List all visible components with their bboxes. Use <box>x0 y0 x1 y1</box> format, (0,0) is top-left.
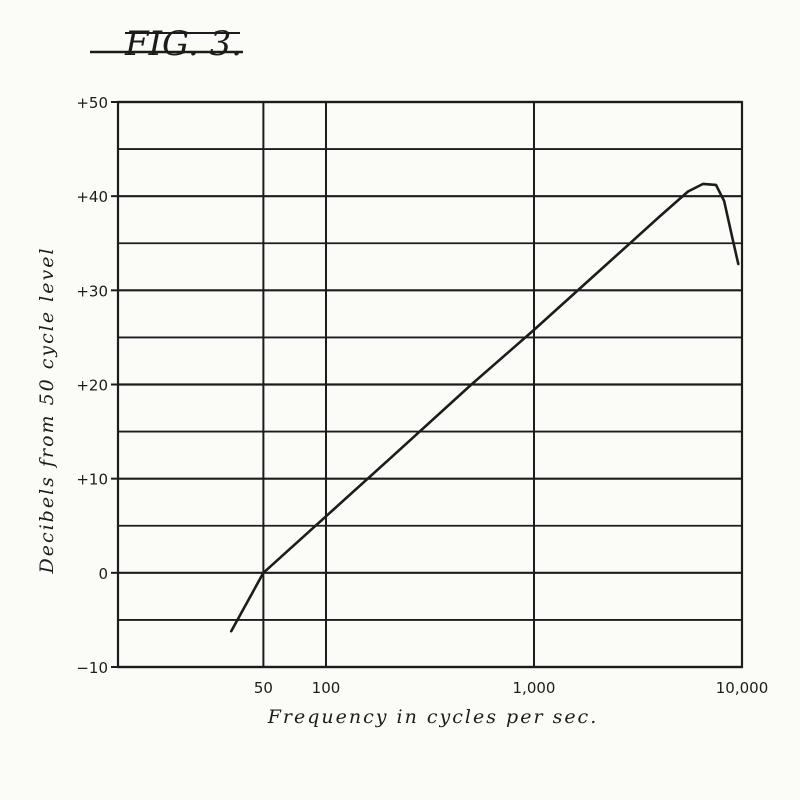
x-tick-label: 10,000 <box>716 679 769 697</box>
y-tick-label: +50 <box>76 94 108 112</box>
figure-label: FIG. 3. <box>124 24 242 64</box>
x-tick-labels: 50 100 1,000 10,000 <box>254 679 768 697</box>
y-axis-label: Decibels from 50 cycle level <box>36 246 58 574</box>
y-tick-label: +10 <box>76 471 108 489</box>
y-tick-label: +40 <box>76 188 108 206</box>
x-tick-label: 1,000 <box>513 679 556 697</box>
y-tick-label: 0 <box>98 565 108 583</box>
y-tick-labels: −10 0 +10 +20 +30 +40 +50 <box>76 94 108 677</box>
figure-label-group: FIG. 3. <box>90 24 243 64</box>
y-tick-label: +30 <box>76 282 108 300</box>
plot-frame <box>111 100 744 669</box>
y-tick-label: +20 <box>76 377 108 395</box>
x-tick-label: 100 <box>312 679 341 697</box>
series-line <box>229 182 740 633</box>
grid <box>118 100 742 669</box>
series-group <box>229 182 740 633</box>
x-axis-label: Frequency in cycles per sec. <box>267 706 599 728</box>
x-tick-label: 50 <box>254 679 273 697</box>
y-tick-label: −10 <box>76 659 108 677</box>
